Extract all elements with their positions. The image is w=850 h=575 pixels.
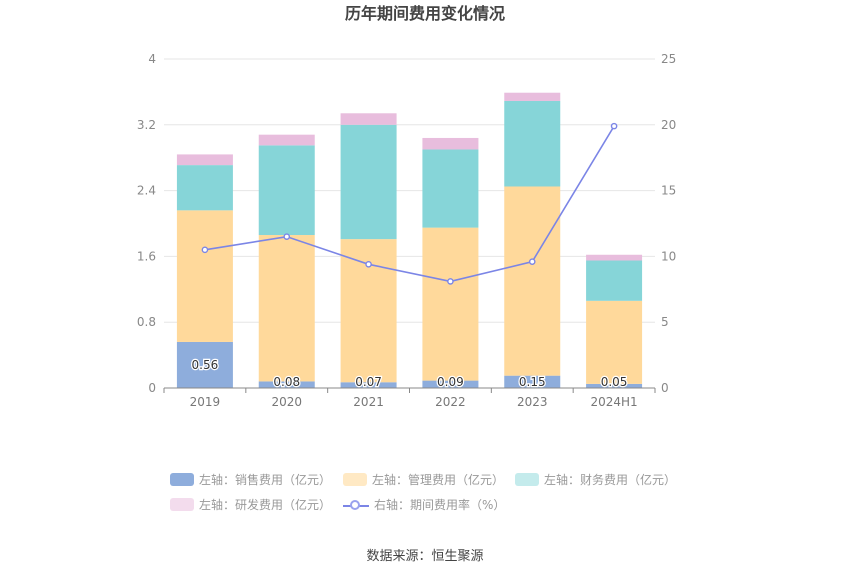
right-tick-label: 10 [661,249,676,263]
rate-point [201,246,209,254]
bar-segment [340,382,397,388]
right-tick-label: 5 [661,315,669,329]
data-label: 0.05 [601,375,628,389]
legend-label-rnd: 左轴：研发费用（亿元） [199,498,332,512]
chart-title: 历年期间费用变化情况 [345,4,505,23]
left-tick-label: 4 [148,52,156,66]
source-note: 数据来源：恒生聚源 [366,549,484,564]
x-tick-label: 2024H1 [590,395,637,409]
bars [176,92,643,388]
left-tick-label: 3.2 [137,118,156,132]
bar-segment [422,137,479,150]
legend-item-finance[interactable]: 左轴：财务费用（亿元） [515,471,676,488]
bar-segment [176,210,233,342]
legend-label-rate: 右轴：期间费用率（%） [374,498,506,512]
bar-segment [586,254,643,261]
legend-swatch-admin [343,473,367,486]
bar-segment [258,235,315,382]
bar-segment [176,165,233,211]
legend-swatch-rate [343,498,369,512]
x-tick-label: 2020 [271,395,302,409]
legend-item-rnd[interactable]: 左轴：研发费用（亿元） [170,496,331,513]
bar-segment [422,227,479,381]
bar-segment [258,134,315,146]
data-label: 0.15 [519,375,546,389]
rate-point [610,122,618,130]
legend-swatch-sales [170,473,194,486]
bar-segment [340,113,397,125]
x-tick-label: 2019 [190,395,221,409]
rate-point [283,233,291,240]
bar-segment [586,383,643,388]
bar-segment [586,260,643,301]
right-tick-label: 15 [661,184,676,198]
rate-line-path [204,125,615,283]
bar-segment [340,124,397,240]
rate-point [447,278,454,285]
legend-label-finance: 左轴：财务费用（亿元） [544,473,677,487]
legend-item-rate[interactable]: 右轴：期间费用率（%） [343,496,505,513]
bar-segment [258,145,315,236]
legend-item-sales[interactable]: 左轴：销售费用（亿元） [170,471,331,488]
bar-segment [504,186,561,376]
bar-segment [340,239,397,383]
bar-segment [258,381,315,388]
left-tick-label: 1.6 [137,249,156,263]
bar-segment [504,100,561,187]
data-label: 0.56 [192,358,219,372]
x-tick-label: 2023 [517,395,548,409]
right-tick-label: 20 [661,118,676,132]
rate-point [528,258,536,265]
bar-segment [586,300,643,384]
bar-segment [422,149,479,228]
x-tick-label: 2022 [435,395,466,409]
bar-segment [422,380,479,388]
data-label: 0.08 [273,375,300,389]
right-tick-label: 0 [661,381,669,395]
left-axis-ticks: 0 0.8 1.6 2.4 3.2 4 [137,52,156,395]
legend-swatch-finance [515,473,539,486]
bar-segment [176,341,233,388]
data-label: 0.09 [437,375,464,389]
left-tick-label: 0 [148,381,156,395]
bar-segment [504,375,561,388]
rate-line [201,122,618,285]
grid [164,58,655,323]
bar-segment [504,92,561,101]
right-tick-label: 25 [661,52,676,66]
right-axis-ticks: 0 5 10 15 20 25 [661,52,676,395]
data-label: 0.07 [355,375,382,389]
rate-point [365,260,372,268]
legend-label-sales: 左轴：销售费用（亿元） [199,473,332,487]
legend-swatch-rnd [170,498,194,511]
left-tick-label: 0.8 [137,315,156,329]
left-tick-label: 2.4 [137,184,156,198]
data-labels: 0.56 0.08 0.07 0.09 0.15 0.05 [190,357,628,391]
legend-item-admin[interactable]: 左轴：管理费用（亿元） [343,471,504,488]
legend-label-admin: 左轴：管理费用（亿元） [372,473,505,487]
x-axis: 2019 2020 2021 2022 2023 2024H1 [163,387,656,409]
bar-segment [176,154,233,166]
x-tick-label: 2021 [353,395,384,409]
